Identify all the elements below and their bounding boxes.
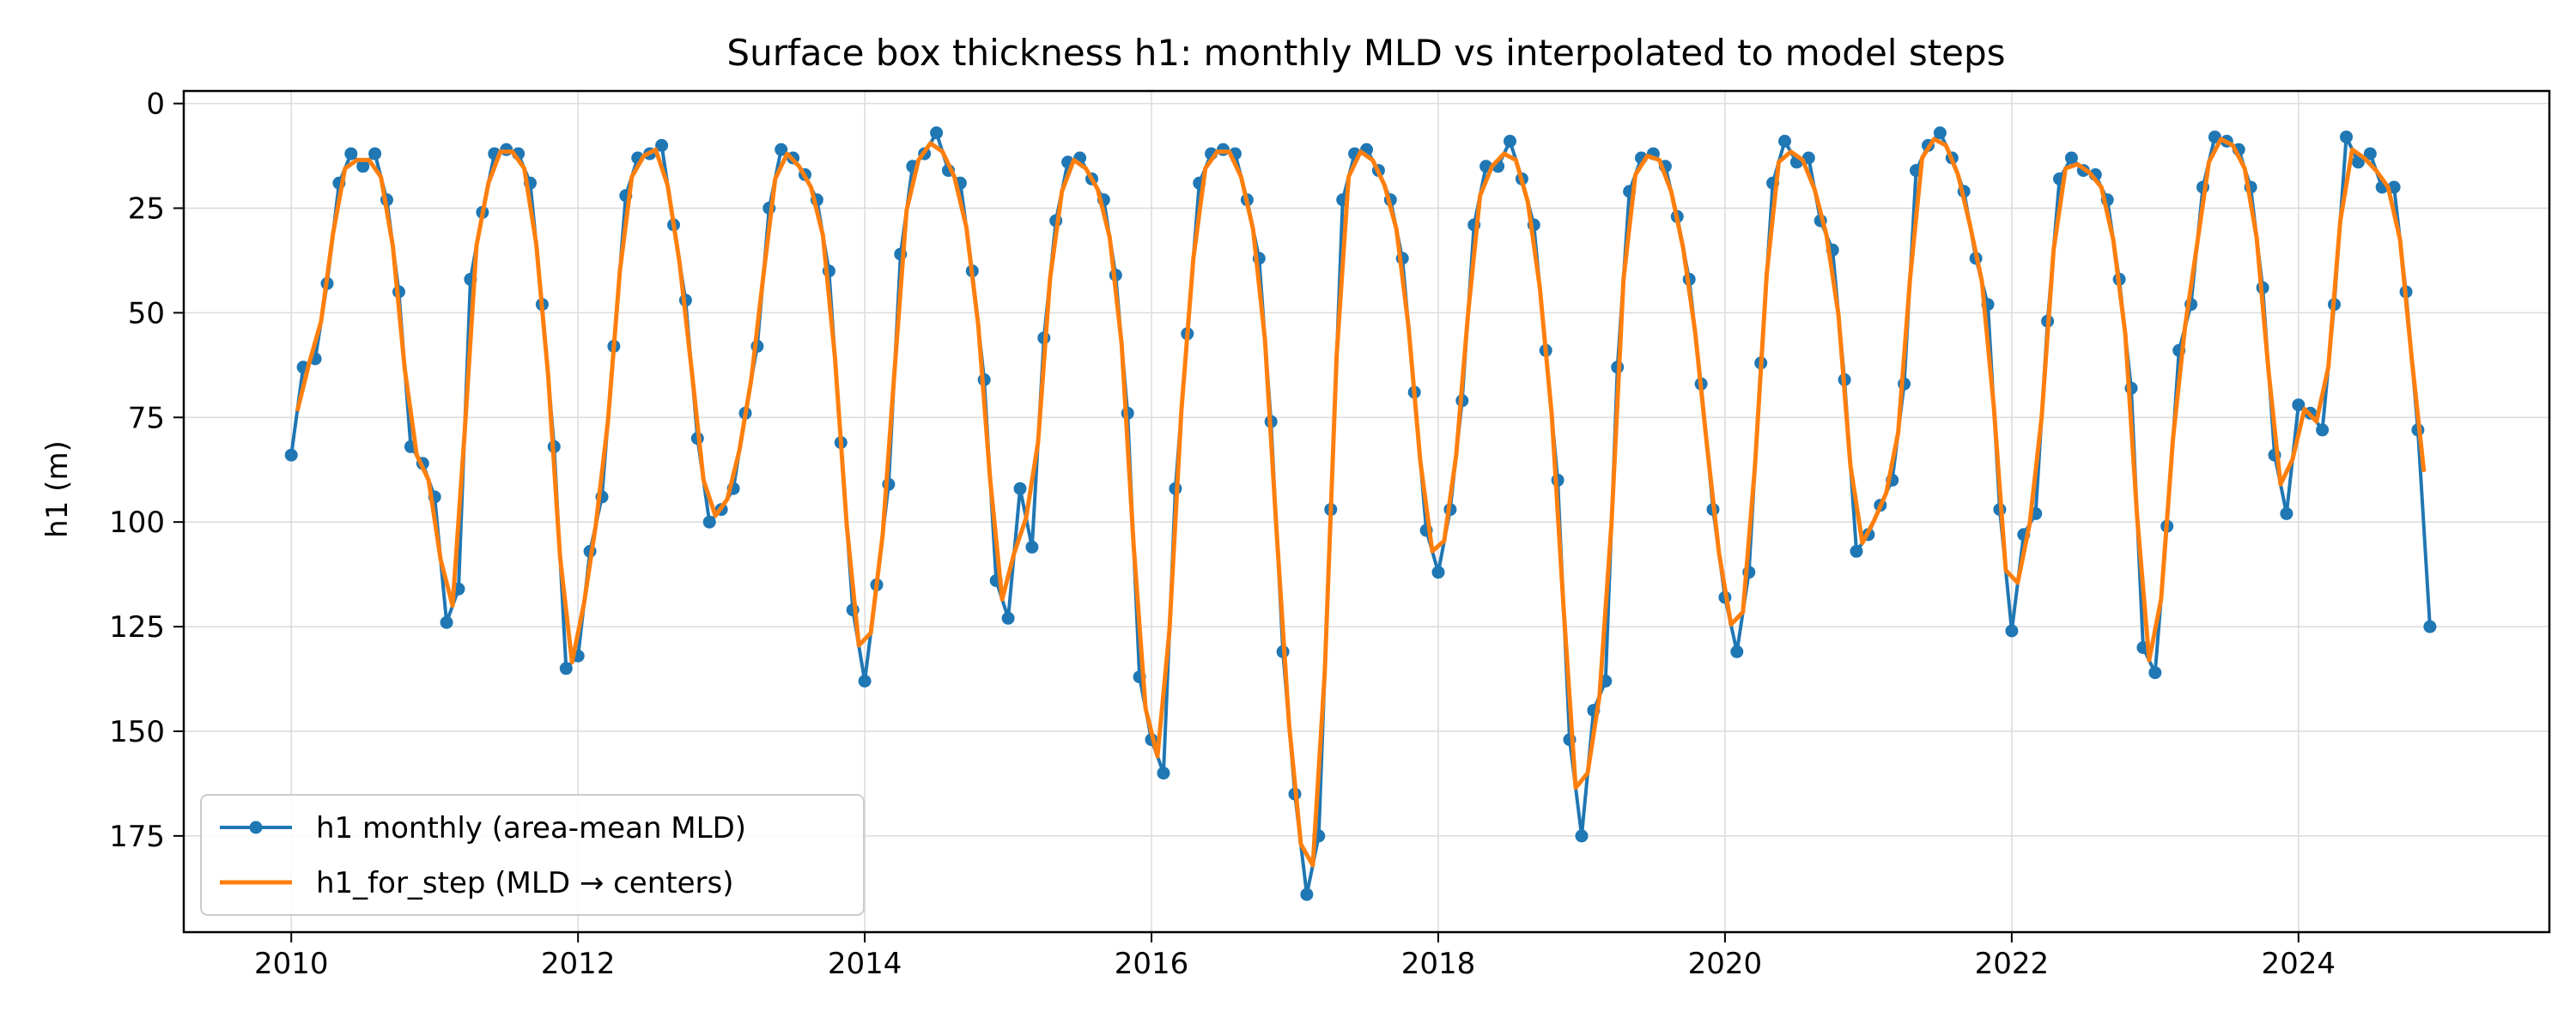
data-point	[775, 142, 788, 156]
y-tick-label: 100	[109, 506, 165, 540]
data-point	[2316, 423, 2330, 437]
data-point	[1575, 829, 1589, 843]
data-point	[702, 515, 716, 529]
x-axis: 2010 2012 2014 2016 2018 2020 2022 2024	[254, 932, 2336, 981]
data-point	[344, 147, 358, 161]
data-point	[2292, 398, 2306, 412]
data-point	[2064, 151, 2078, 165]
x-tick-label: 2024	[2262, 947, 2336, 981]
data-point	[2340, 130, 2353, 144]
data-point	[1001, 611, 1015, 625]
data-point	[1730, 645, 1744, 658]
data-point	[1778, 135, 1791, 148]
y-tick-label: 150	[109, 715, 165, 749]
data-point	[1504, 135, 1516, 148]
x-tick-label: 2016	[1115, 947, 1189, 981]
x-tick-label: 2022	[1975, 947, 2050, 981]
legend: h1 monthly (area-mean MLD) h1_for_step (M…	[200, 794, 865, 916]
y-axis: 0 25 50 75 100 125 150 175	[109, 88, 184, 854]
y-axis-label: h1 (m)	[40, 440, 75, 538]
data-point	[858, 675, 872, 688]
data-point	[559, 662, 573, 676]
data-point	[368, 147, 382, 161]
legend-label: h1_for_step (MLD → centers)	[316, 866, 733, 900]
plot-area	[284, 126, 2437, 901]
x-tick-label: 2014	[828, 947, 902, 981]
data-point	[2423, 620, 2437, 633]
data-point	[284, 448, 298, 462]
plot-frame	[182, 89, 2551, 934]
data-point	[1933, 126, 1947, 140]
x-tick-label: 2010	[254, 947, 329, 981]
data-point	[2363, 147, 2377, 161]
data-point	[1157, 766, 1170, 780]
data-point	[1850, 544, 1863, 558]
y-tick-label: 75	[128, 401, 165, 435]
data-point	[2005, 624, 2019, 638]
data-point	[2351, 155, 2365, 169]
legend-swatch-marker	[249, 821, 263, 834]
data-point	[2280, 506, 2293, 520]
x-tick-label: 2020	[1688, 947, 1763, 981]
data-point	[655, 138, 669, 152]
series-line-h1-for-step	[295, 136, 2427, 868]
x-tick-label: 2012	[541, 947, 616, 981]
data-point	[2148, 666, 2162, 680]
data-point	[1013, 482, 1027, 495]
data-point	[1431, 566, 1445, 579]
y-tick-label: 0	[146, 88, 165, 122]
data-point	[356, 160, 370, 173]
legend-label: h1 monthly (area-mean MLD)	[316, 811, 746, 845]
legend-box	[200, 794, 865, 916]
y-tick-label: 175	[109, 820, 165, 854]
chart-title: Surface box thickness h1: monthly MLD vs…	[726, 32, 2005, 74]
data-point	[1300, 888, 1314, 901]
y-tick-label: 25	[128, 192, 165, 227]
x-tick-label: 2018	[1401, 947, 1476, 981]
data-point	[1025, 540, 1039, 554]
data-point	[440, 615, 453, 629]
data-point	[930, 126, 944, 140]
y-tick-label: 50	[128, 296, 165, 330]
y-tick-label: 125	[109, 610, 165, 645]
